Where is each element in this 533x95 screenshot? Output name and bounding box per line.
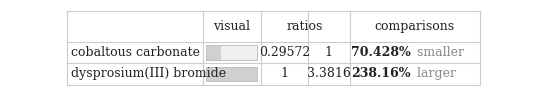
Bar	[206, 45, 221, 60]
Bar	[206, 45, 257, 60]
Text: dysprosium(III) bromide: dysprosium(III) bromide	[71, 67, 226, 80]
Bar	[206, 67, 257, 81]
Text: larger: larger	[413, 67, 456, 80]
Text: smaller: smaller	[413, 46, 464, 59]
Bar	[206, 67, 257, 81]
Text: cobaltous carbonate: cobaltous carbonate	[71, 46, 200, 59]
Text: 3.3816: 3.3816	[307, 67, 351, 80]
Text: ratios: ratios	[287, 20, 324, 33]
Text: 238.16%: 238.16%	[351, 67, 410, 80]
Text: visual: visual	[213, 20, 251, 33]
Text: 1: 1	[325, 46, 333, 59]
Bar	[206, 67, 257, 81]
Text: 70.428%: 70.428%	[351, 46, 410, 59]
Bar	[206, 45, 257, 60]
Text: 0.29572: 0.29572	[259, 46, 310, 59]
Text: comparisons: comparisons	[375, 20, 455, 33]
Text: 1: 1	[280, 67, 288, 80]
